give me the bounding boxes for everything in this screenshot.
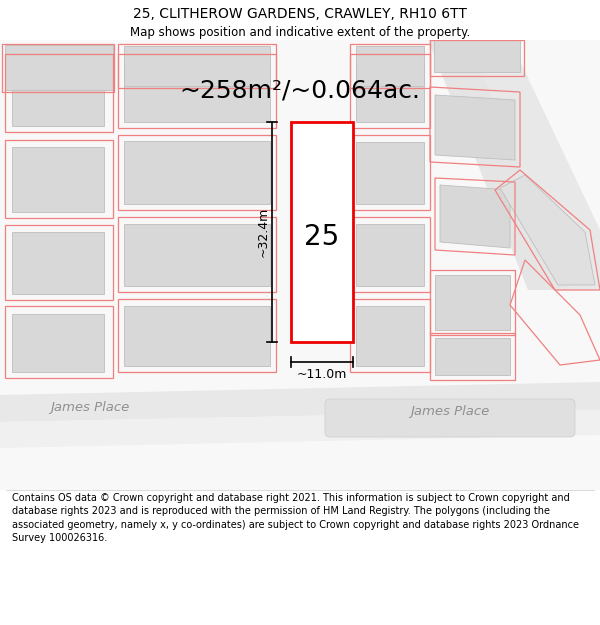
Bar xyxy=(124,306,270,366)
Polygon shape xyxy=(434,40,520,72)
Bar xyxy=(124,141,270,204)
Text: 25, CLITHEROW GARDENS, CRAWLEY, RH10 6TT: 25, CLITHEROW GARDENS, CRAWLEY, RH10 6TT xyxy=(133,8,467,21)
Polygon shape xyxy=(435,275,510,330)
Bar xyxy=(5,140,113,218)
Bar xyxy=(291,122,353,342)
Bar xyxy=(12,61,104,126)
Bar xyxy=(350,44,430,88)
Bar xyxy=(2,44,114,92)
Bar xyxy=(350,217,430,292)
Bar xyxy=(356,224,424,286)
Bar xyxy=(356,46,424,86)
FancyBboxPatch shape xyxy=(325,399,575,437)
Text: ~11.0m: ~11.0m xyxy=(297,368,347,381)
Polygon shape xyxy=(435,338,510,375)
Text: ~32.4m: ~32.4m xyxy=(257,207,269,257)
Bar xyxy=(124,60,270,122)
Bar xyxy=(350,54,430,128)
Bar xyxy=(118,44,276,88)
Bar xyxy=(118,299,276,372)
Bar xyxy=(356,142,424,204)
Bar xyxy=(118,135,276,210)
Bar xyxy=(118,217,276,292)
Text: James Place: James Place xyxy=(50,401,130,414)
Bar xyxy=(124,224,270,286)
Bar xyxy=(350,299,430,372)
Polygon shape xyxy=(435,95,515,160)
Bar xyxy=(5,225,113,300)
Bar xyxy=(5,45,113,90)
Bar xyxy=(356,60,424,122)
Text: Contains OS data © Crown copyright and database right 2021. This information is : Contains OS data © Crown copyright and d… xyxy=(12,493,579,542)
Bar xyxy=(5,306,113,378)
Text: ~258m²/~0.064ac.: ~258m²/~0.064ac. xyxy=(179,78,421,102)
Bar xyxy=(118,54,276,128)
Polygon shape xyxy=(0,410,600,448)
Polygon shape xyxy=(470,40,600,290)
Polygon shape xyxy=(500,175,595,285)
Text: James Place: James Place xyxy=(410,406,490,419)
Bar xyxy=(350,135,430,210)
Polygon shape xyxy=(428,40,570,290)
Bar xyxy=(12,232,104,294)
Bar xyxy=(124,46,270,86)
Text: 25: 25 xyxy=(304,223,340,251)
Bar xyxy=(5,54,113,132)
Bar xyxy=(356,306,424,366)
Polygon shape xyxy=(0,382,600,422)
Bar xyxy=(12,147,104,212)
Text: Map shows position and indicative extent of the property.: Map shows position and indicative extent… xyxy=(130,26,470,39)
Bar xyxy=(12,314,104,372)
Polygon shape xyxy=(440,185,510,248)
